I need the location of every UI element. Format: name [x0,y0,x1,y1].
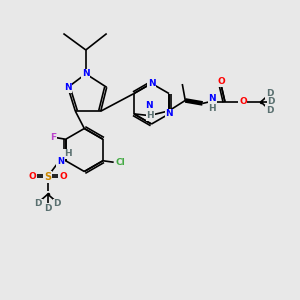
Text: D: D [44,204,52,213]
Text: D: D [266,106,274,115]
Text: N: N [148,79,155,88]
Text: D: D [54,199,61,208]
Text: O: O [29,172,36,182]
Text: N: N [165,110,173,118]
Text: O: O [239,98,247,106]
Text: N: N [208,94,216,103]
Text: F: F [50,133,56,142]
Text: S: S [44,172,51,182]
Text: N: N [82,69,90,78]
Text: H: H [64,149,71,158]
Text: N: N [57,157,64,166]
Text: D: D [34,199,42,208]
Text: H: H [208,104,216,113]
Text: D: D [266,89,274,98]
Text: Cl: Cl [116,158,126,167]
Text: O: O [218,77,225,86]
Text: N: N [64,83,72,92]
Text: O: O [59,172,67,182]
Text: N: N [145,101,153,110]
Text: D: D [268,98,275,106]
Text: H: H [146,111,154,120]
